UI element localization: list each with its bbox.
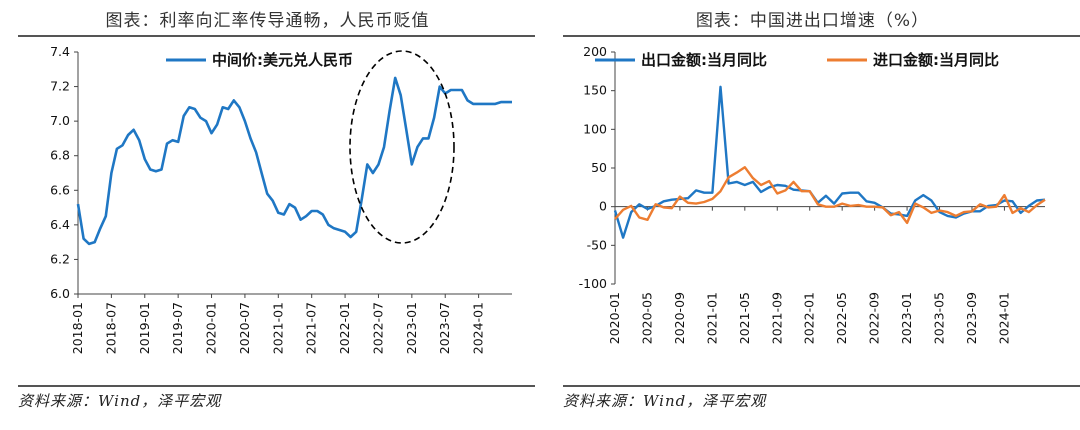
legend-label: 中间价:美元兑人民币	[212, 51, 353, 69]
y-tick-label: 6.0	[50, 286, 70, 301]
x-tick-label: 2018-01	[70, 302, 85, 354]
y-tick-label: 6.8	[50, 148, 70, 163]
y-tick-label: 6.4	[50, 217, 70, 232]
x-tick-label: 2024-01	[996, 292, 1011, 344]
legend-label-import: 进口金额:当月同比	[873, 51, 999, 69]
left-panel: 图表：利率向汇率传导通畅，人民币贬值 6.0 6.2 6.4 6.6 6.8 7.0 7.2…	[0, 0, 535, 430]
x-tick-label: 2018-07	[103, 302, 118, 354]
x-tick-label: 2023-09	[964, 292, 979, 344]
x-tick-label: 2021-01	[704, 292, 719, 344]
x-tick-label: 2023-07	[437, 302, 452, 354]
right-source-note: 资料来源：Wind，泽平宏观	[563, 392, 767, 410]
right-chart: -100 -50 0 50 100 150 200 2020-01 2020-05 2020-09…	[579, 44, 1046, 344]
legend-label-export: 出口金额:当月同比	[641, 51, 767, 69]
x-tick-label: 2019-01	[137, 302, 152, 354]
x-tick-label: 2020-07	[237, 302, 252, 354]
series-line-import	[614, 165, 1046, 225]
series-line-cny	[76, 76, 512, 246]
x-tick-label: 2021-05	[737, 292, 752, 344]
left-top-rule	[18, 35, 535, 37]
annotation-ellipse	[349, 50, 455, 244]
x-tick-label: 2021-01	[270, 302, 285, 354]
y-tick-label: 6.6	[50, 182, 70, 197]
x-tick-label: 2022-07	[370, 302, 385, 354]
y-tick-label: 200	[583, 44, 607, 59]
x-tick-label: 2022-09	[867, 292, 882, 344]
y-tick-label: 0	[599, 199, 607, 214]
y-tick-label: 7.2	[50, 79, 70, 94]
x-tick-label: 2020-01	[607, 292, 622, 344]
series-line-export	[613, 85, 1046, 239]
y-tick-label: -100	[579, 276, 607, 291]
x-tick-label: 2022-05	[834, 292, 849, 344]
x-tick-label: 2021-07	[304, 302, 319, 354]
right-top-rule	[563, 35, 1080, 37]
left-source-note: 资料来源：Wind，泽平宏观	[18, 392, 222, 410]
x-tick-label: 2023-05	[932, 292, 947, 344]
x-tick-label: 2023-01	[404, 302, 419, 354]
x-tick-label: 2022-01	[802, 292, 817, 344]
x-tick-label: 2024-01	[471, 302, 486, 354]
y-tick-label: -50	[587, 237, 607, 252]
y-tick-label: 100	[583, 121, 607, 136]
x-tick-label: 2020-05	[639, 292, 654, 344]
right-chart-title: 图表：中国进出口增速（%）	[695, 11, 930, 31]
x-tick-label: 2023-01	[899, 292, 914, 344]
y-tick-label: 50	[591, 160, 607, 175]
x-tick-label: 2022-01	[337, 302, 352, 354]
y-tick-label: 6.2	[50, 251, 70, 266]
legend: 中间价:美元兑人民币	[166, 51, 353, 69]
x-tick-label: 2020-01	[204, 302, 219, 354]
left-chart-title: 图表：利率向汇率传导通畅，人民币贬值	[105, 11, 430, 31]
right-bottom-rule	[563, 385, 1080, 387]
left-bottom-rule	[18, 385, 535, 387]
right-panel: 图表：中国进出口增速（%） -100 -50 0 50 100 150 200 2020-01…	[545, 0, 1080, 430]
x-tick-label: 2021-09	[769, 292, 784, 344]
legend: 出口金额:当月同比 进口金额:当月同比	[595, 51, 999, 69]
left-chart: 6.0 6.2 6.4 6.6 6.8 7.0 7.2 7.4 2018-01 2018-07 20…	[50, 44, 512, 354]
y-tick-label: 150	[583, 83, 607, 98]
y-tick-label: 7.4	[50, 44, 70, 59]
x-tick-label: 2019-07	[170, 302, 185, 354]
y-tick-label: 7.0	[50, 113, 70, 128]
x-tick-label: 2020-09	[672, 292, 687, 344]
